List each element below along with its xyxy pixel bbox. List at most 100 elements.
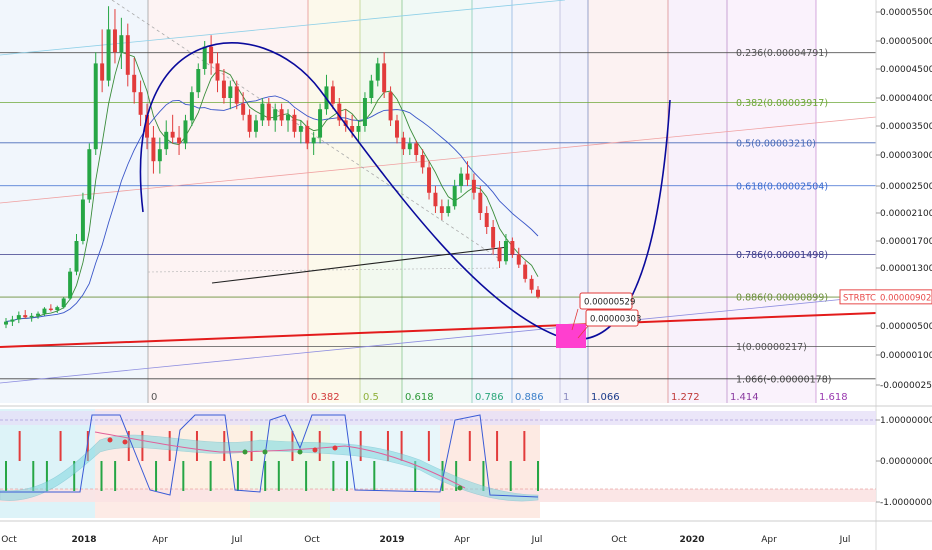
candle-body (196, 69, 201, 93)
target-zone-marker (556, 324, 586, 348)
osc-cross-dot (297, 449, 303, 455)
candle (253, 114, 258, 138)
candle-body (523, 264, 528, 279)
candle-body (369, 80, 374, 98)
osc-lower-band (0, 489, 876, 502)
candle-body (286, 114, 291, 121)
candle-body (234, 86, 239, 104)
time-zone-band (512, 0, 560, 403)
candle (491, 220, 496, 255)
candle (112, 9, 117, 64)
osc-cross-dot (107, 437, 113, 443)
price-tick-label: 0.00005000 (880, 37, 932, 47)
price-tick-label: 0.00005500 (880, 8, 932, 18)
candle (465, 161, 470, 186)
candle (93, 52, 98, 155)
candle-body (414, 143, 419, 155)
candle-body (439, 206, 444, 213)
osc-line (0, 414, 539, 498)
candle (241, 92, 246, 121)
candle-body (420, 155, 425, 168)
fib-time-label: 0.618 (405, 392, 434, 403)
candle-body (189, 92, 194, 121)
time-tick-label: Jul (231, 535, 243, 545)
price-tick-label: 0.00001700 (880, 237, 932, 247)
candle (420, 149, 425, 174)
candle-body (125, 35, 130, 75)
candle (401, 131, 406, 155)
candle (529, 275, 534, 294)
candle (48, 304, 53, 312)
candle-body (209, 46, 214, 64)
fib-time-label: 1 (563, 392, 569, 403)
candle (292, 109, 297, 138)
time-zone-band (360, 0, 402, 403)
time-zone-band (668, 0, 727, 403)
time-tick-label: Oct (611, 535, 627, 545)
candle (87, 143, 92, 203)
candle-body (484, 213, 489, 227)
candle-body (446, 206, 451, 213)
candle-body (247, 114, 252, 132)
time-zone-band (588, 0, 668, 403)
fib-time-label: 1.272 (671, 392, 700, 403)
candle (16, 311, 21, 324)
candle-body (375, 63, 380, 81)
candle (196, 63, 201, 98)
price-tick-label: 0.00002500 (880, 182, 932, 192)
candle-body (356, 126, 361, 132)
candle-body (119, 35, 124, 53)
candle-body (157, 149, 162, 162)
candle-body (503, 241, 508, 262)
candle (189, 86, 194, 126)
moving-averages (5, 51, 539, 323)
candle-body (465, 173, 470, 180)
candle (209, 35, 214, 75)
price-callouts: 0.00000529 0.00000303 (556, 292, 641, 348)
time-axis[interactable]: Oct 2018 Apr Jul Oct 2019 Apr Jul Oct 2020 Apr Jul (0, 520, 932, 545)
time-tick-label: Jul (531, 535, 543, 545)
price-tick-label: 0.00003500 (880, 122, 932, 132)
candle (305, 120, 310, 150)
candle-body (221, 80, 226, 98)
osc-cross-dot (262, 449, 268, 455)
fib-time-label: 0.886 (515, 392, 544, 403)
oscillator-axis[interactable]: 1.00000000 0.00000000 -1.00000000 (876, 416, 932, 508)
candle (286, 109, 291, 132)
callout-label: 0.00000529 (584, 298, 635, 308)
candle (177, 126, 182, 155)
fib-level-label: 0.786(0.00001498) (736, 250, 828, 261)
callout-label: 0.00000303 (590, 315, 641, 325)
candle (298, 120, 303, 144)
candle (516, 247, 521, 268)
candle (157, 137, 162, 174)
osc-cross-dot (312, 447, 318, 453)
candle (266, 98, 271, 126)
candle (439, 199, 444, 220)
candle (497, 241, 502, 268)
time-tick-label: 2020 (679, 535, 704, 545)
candle (221, 69, 226, 104)
candle-body (337, 103, 342, 121)
candle (536, 286, 540, 299)
candle-body (427, 167, 432, 193)
candle-body (395, 120, 399, 138)
candle-body (241, 103, 246, 115)
fib-time-label: 0.5 (363, 392, 379, 403)
candle-body (4, 321, 8, 325)
candle (80, 192, 85, 245)
price-tick-label: 0.00002100 (880, 209, 932, 219)
fib-time-labels: 0 0.382 0.5 0.618 0.786 0.886 1 1.066 1.272 1.414… (151, 392, 848, 403)
candle (503, 234, 508, 265)
price-tick-label: 0.00000100 (880, 351, 932, 361)
time-zone-band (0, 0, 148, 403)
candle (427, 161, 432, 200)
candle-body (112, 29, 117, 53)
price-tick-label: 0.00004500 (880, 65, 932, 75)
candle (215, 52, 220, 93)
time-tick-label: Jul (839, 535, 851, 545)
candle-body (510, 241, 515, 255)
candle (151, 126, 156, 174)
